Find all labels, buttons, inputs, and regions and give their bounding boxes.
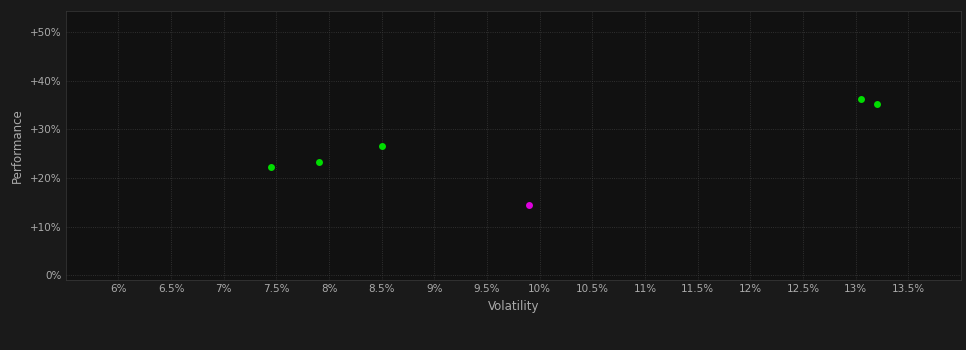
X-axis label: Volatility: Volatility	[488, 300, 539, 313]
Y-axis label: Performance: Performance	[12, 108, 24, 183]
